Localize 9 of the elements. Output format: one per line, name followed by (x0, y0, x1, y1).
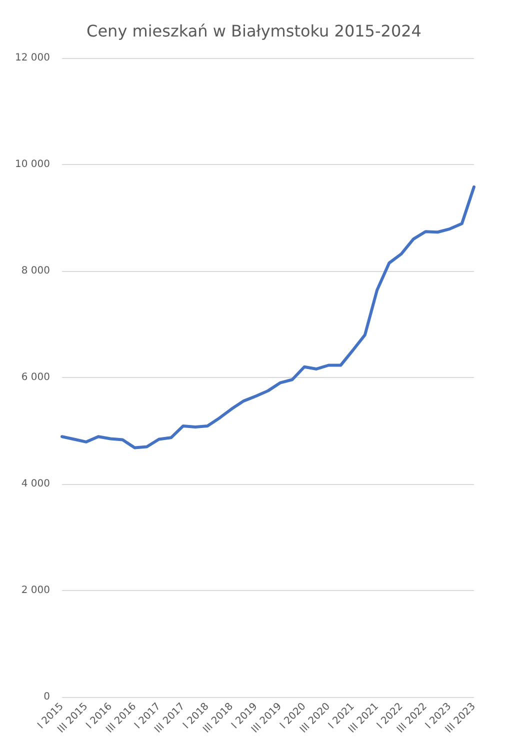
y-tick-label: 4 000 (21, 478, 50, 490)
y-tick-label: 12 000 (15, 52, 50, 64)
y-tick-label: 0 (44, 692, 50, 702)
chart-title: Ceny mieszkań w Białymstoku 2015-2024 (86, 22, 422, 40)
y-tick-label: 6 000 (21, 372, 50, 383)
y-tick-label: 8 000 (21, 266, 50, 276)
line-series (60, 185, 476, 450)
y-tick-label: 2 000 (21, 585, 50, 596)
y-tick-label: 10 000 (15, 159, 50, 170)
